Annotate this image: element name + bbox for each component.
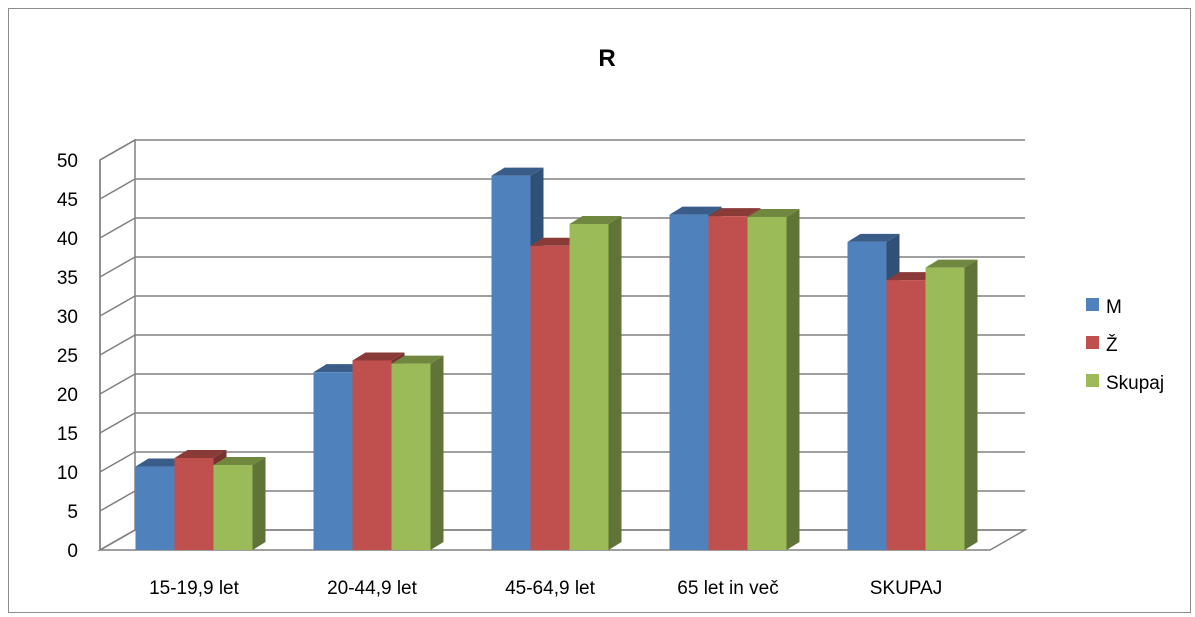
bar-top — [669, 206, 722, 215]
bar — [530, 245, 570, 551]
y-tick-label: 25 — [57, 346, 78, 367]
bars — [135, 167, 978, 551]
bar-top — [747, 208, 800, 217]
y-tick-label: 5 — [67, 502, 78, 523]
bar — [708, 216, 748, 550]
bar-top — [174, 449, 227, 458]
gridline — [99, 139, 1025, 161]
bar — [313, 372, 353, 550]
chart-title: R — [598, 45, 615, 72]
bar-side — [430, 355, 444, 550]
bar-top — [391, 355, 444, 364]
bar — [135, 466, 175, 550]
legend-swatch — [1086, 374, 1099, 387]
y-tick-label: 35 — [57, 268, 78, 289]
bar-side — [608, 215, 622, 550]
bar-top — [569, 215, 622, 224]
y-tick-label: 15 — [57, 424, 78, 445]
bar — [491, 175, 531, 550]
bar — [174, 457, 214, 550]
bar — [669, 214, 709, 550]
bar — [747, 216, 787, 550]
x-category-label: SKUPAJ — [870, 578, 943, 599]
y-tick-label: 40 — [57, 229, 78, 250]
x-category-label: 15-19,9 let — [149, 578, 240, 599]
bar-top — [925, 259, 978, 268]
legend: MŽ Skupaj — [1086, 297, 1164, 394]
bar-top — [352, 352, 405, 361]
y-tick-label: 20 — [57, 385, 78, 406]
bar-side — [964, 259, 978, 550]
y-tick-label: 30 — [57, 307, 78, 328]
bar-top — [847, 233, 900, 242]
gridline — [99, 178, 1025, 200]
bar-side — [252, 456, 266, 550]
legend-label: Skupaj — [1106, 373, 1164, 394]
bar — [925, 267, 965, 550]
bar-top — [491, 167, 544, 176]
legend-label: Ž — [1106, 334, 1118, 356]
bar — [569, 223, 609, 550]
bar — [352, 360, 392, 550]
bar — [391, 363, 431, 550]
y-tick-label: 45 — [57, 190, 78, 211]
legend-swatch — [1086, 298, 1099, 311]
y-tick-label: 50 — [57, 151, 78, 172]
legend-label: M — [1106, 297, 1122, 318]
y-tick-label: 10 — [57, 463, 78, 484]
bar-top — [708, 208, 761, 217]
x-category-label: 45-64,9 let — [505, 578, 596, 599]
bar — [886, 280, 926, 550]
bar-side — [786, 208, 800, 550]
bar-top — [213, 456, 266, 465]
x-category-label: 65 let in več — [677, 578, 778, 599]
legend-swatch — [1086, 336, 1099, 349]
bar — [213, 464, 253, 550]
y-tick-label: 0 — [67, 541, 78, 562]
bar — [847, 241, 887, 550]
x-category-label: 20-44,9 let — [327, 578, 418, 599]
x-axis-categories: 15-19,9 let 20-44,9 let 45-64,9 let 65 let … — [149, 578, 942, 599]
y-axis-ticks: 0 5 10 15 20 25 30 35 40 45 50 — [57, 151, 78, 562]
